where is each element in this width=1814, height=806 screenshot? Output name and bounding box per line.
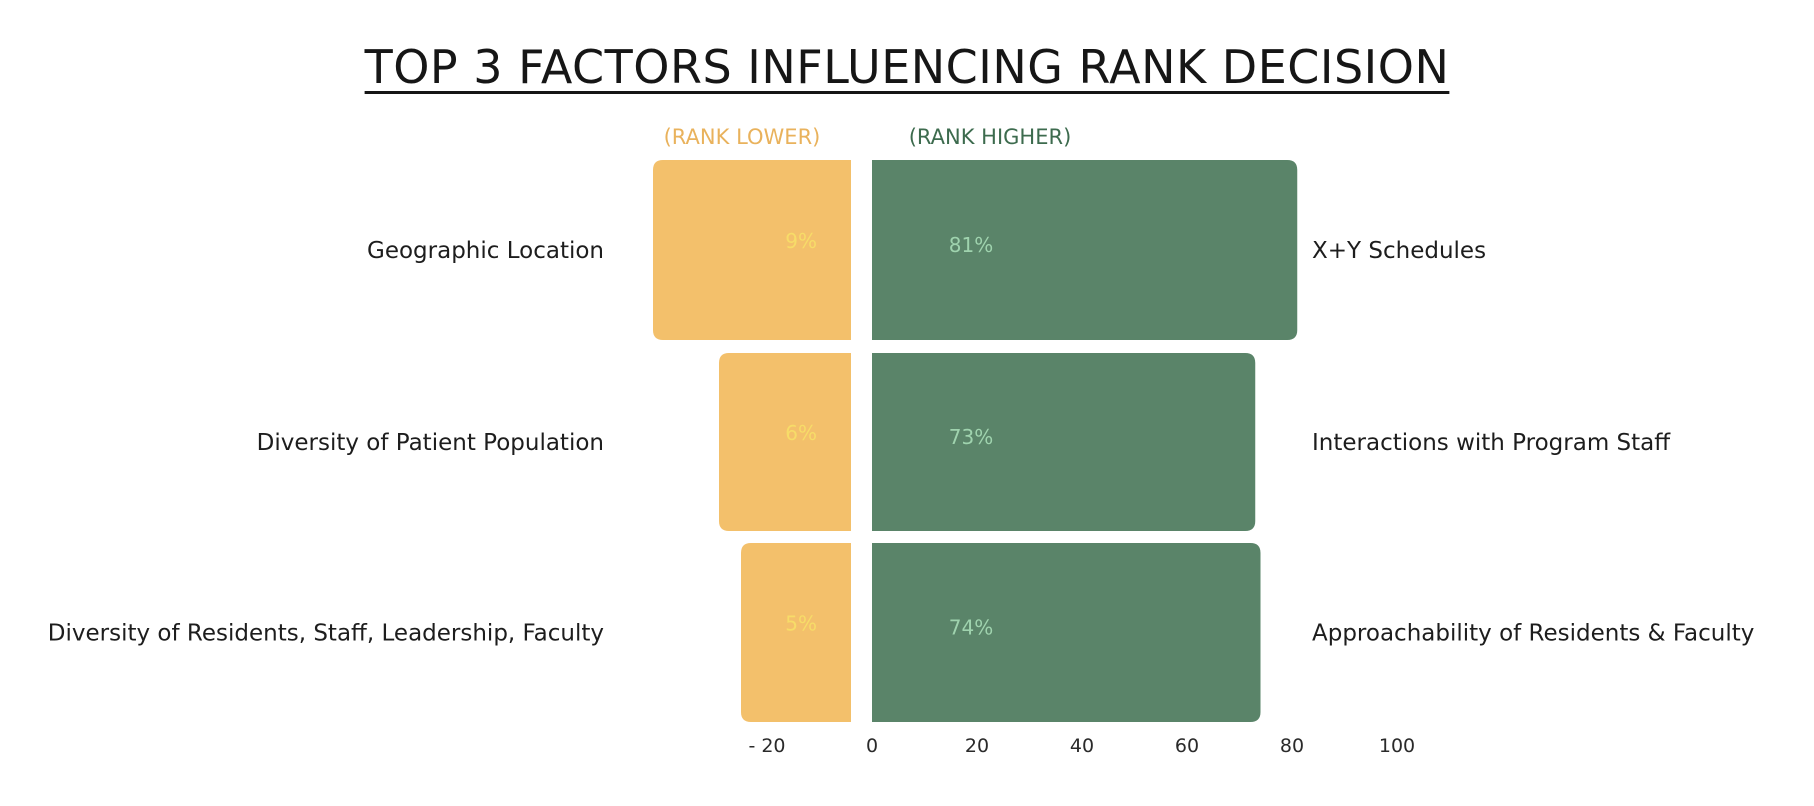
rank-higher-header: (RANK HIGHER) (909, 125, 1072, 149)
rank-lower-header: (RANK LOWER) (664, 125, 821, 149)
chart-title: TOP 3 FACTORS INFLUENCING RANK DECISION (0, 40, 1814, 94)
value-label-rank-higher: 74% (949, 616, 993, 640)
value-label-rank-lower: 5% (785, 612, 817, 636)
x-tick-label: 60 (1175, 735, 1199, 757)
category-label-rank-lower: Geographic Location (367, 238, 604, 264)
value-label-rank-lower: 9% (785, 229, 817, 253)
x-tick-label: 0 (866, 735, 878, 757)
x-tick-label: - 20 (748, 735, 785, 757)
bar-rank-lower (741, 543, 851, 722)
category-label-rank-higher: Interactions with Program Staff (1312, 430, 1671, 456)
x-tick-label: 100 (1379, 735, 1415, 757)
value-label-rank-higher: 73% (949, 425, 993, 449)
category-label-rank-lower: Diversity of Patient Population (257, 430, 604, 456)
value-label-rank-lower: 6% (785, 421, 817, 445)
bar-rank-higher (872, 160, 1298, 340)
x-tick-label: 80 (1280, 735, 1304, 757)
x-tick-label: 20 (965, 735, 989, 757)
bar-rank-higher (872, 543, 1261, 722)
bar-rank-lower (653, 160, 851, 340)
value-label-rank-higher: 81% (949, 233, 993, 257)
category-label-rank-higher: Approachability of Residents & Faculty (1312, 621, 1754, 647)
category-label-rank-lower: Diversity of Residents, Staff, Leadershi… (48, 621, 604, 647)
category-label-rank-higher: X+Y Schedules (1312, 238, 1486, 264)
x-tick-label: 40 (1070, 735, 1094, 757)
bar-rank-higher (872, 353, 1256, 531)
bar-rank-lower (719, 353, 851, 531)
chart-title-text: TOP 3 FACTORS INFLUENCING RANK DECISION (364, 40, 1450, 94)
